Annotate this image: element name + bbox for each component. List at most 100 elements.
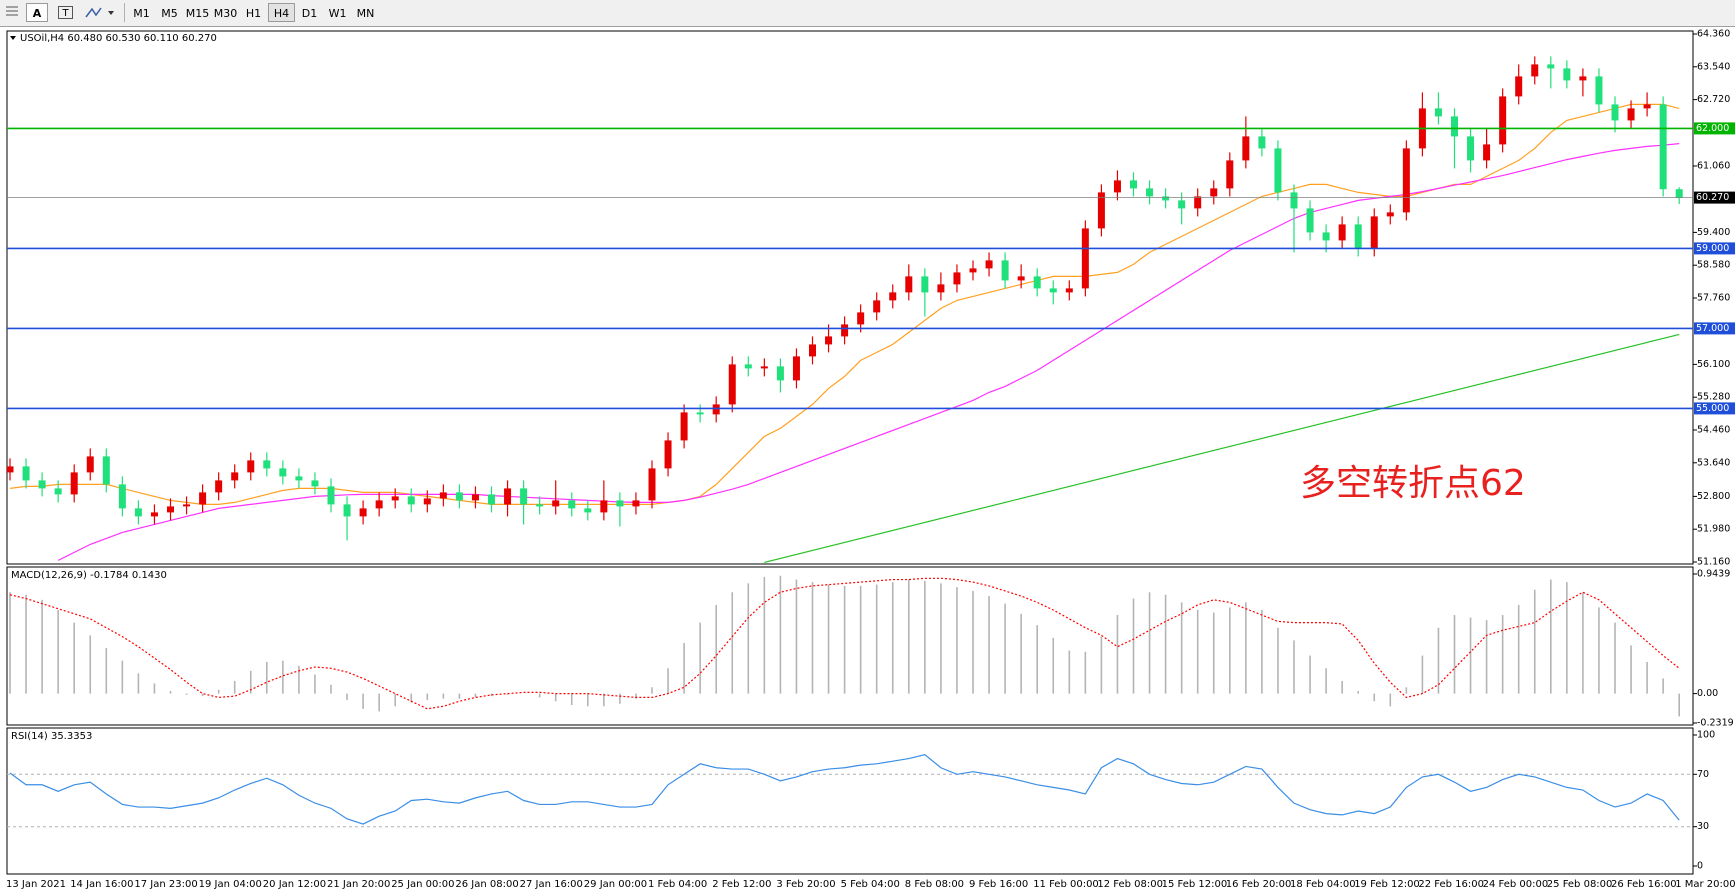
y-tick-label: 51.980 — [1697, 524, 1730, 535]
y-tick-label: 100 — [1697, 730, 1715, 741]
timeframe-button[interactable]: D1 — [301, 7, 318, 20]
y-tick-label: 63.540 — [1697, 61, 1730, 72]
candle-body — [455, 492, 463, 501]
candle-body — [1579, 76, 1587, 81]
candle-body — [167, 506, 174, 513]
timeframe-button[interactable]: M5 — [161, 7, 178, 20]
signal-line — [9, 577, 1680, 710]
current-price-label: 60.270 — [1696, 192, 1729, 203]
candle-body — [680, 412, 688, 441]
candle-body — [1210, 188, 1218, 197]
candle-body — [953, 272, 961, 285]
shapes-tool-button[interactable] — [82, 3, 118, 22]
x-tick-label: 2 Feb 12:00 — [712, 879, 771, 890]
candle-body — [873, 300, 881, 313]
candle-body — [520, 488, 528, 505]
candle-body — [1081, 228, 1089, 289]
chart-title: USOil,H4 60.480 60.530 60.110 60.270 — [20, 33, 217, 44]
candle-body — [1049, 288, 1057, 293]
x-tick-label: 16 Feb 20:00 — [1226, 879, 1292, 890]
annotation: 多空转折点62 — [1300, 463, 1526, 504]
candle-body — [696, 412, 704, 415]
x-tick-label: 18 Feb 04:00 — [1290, 879, 1356, 890]
x-tick-label: 11 Feb 00:00 — [1033, 879, 1099, 890]
candle-body — [311, 480, 319, 487]
level-label-box — [1694, 322, 1735, 335]
candle-body — [279, 468, 287, 477]
candle-body — [488, 494, 495, 505]
x-tick-label: 29 Jan 00:00 — [584, 879, 647, 890]
level-label: 62.000 — [1696, 123, 1729, 134]
candle-body — [1146, 188, 1154, 197]
candle-body — [792, 356, 800, 381]
x-tick-label: 27 Jan 16:00 — [520, 879, 583, 890]
text-tool-button[interactable]: A — [26, 3, 48, 22]
toolbar: A T M1 M5 M15 M30 H1 H4 D1 W1 MN — [0, 0, 1735, 27]
candle-body — [1434, 108, 1442, 117]
candle-body — [343, 504, 351, 517]
candle-body — [102, 456, 110, 485]
candle-body — [841, 324, 849, 337]
grip-icon — [6, 6, 18, 16]
x-tick-label: 14 Jan 16:00 — [70, 879, 133, 890]
candle-body — [295, 476, 303, 481]
candle-body — [22, 466, 30, 481]
candle-body — [54, 488, 62, 495]
y-tick-label: 30 — [1697, 821, 1709, 832]
candle-body — [1627, 108, 1635, 121]
y-tick-label: 59.400 — [1697, 227, 1730, 238]
candle-body — [1595, 76, 1603, 105]
candle-body — [1531, 64, 1539, 77]
timeframe-button[interactable]: M30 — [213, 7, 238, 20]
y-tick-label: 61.060 — [1697, 161, 1730, 172]
y-tick-label: 56.100 — [1697, 359, 1730, 370]
y-tick-label: 54.460 — [1697, 425, 1730, 436]
candle-body — [921, 276, 929, 293]
level-label-box — [1694, 122, 1735, 135]
x-tick-label: 22 Feb 16:00 — [1418, 879, 1484, 890]
candle-body — [712, 404, 720, 415]
x-tick-label: 21 Jan 20:00 — [327, 879, 390, 890]
candle-body — [776, 366, 784, 381]
y-tick-label: -0.2319 — [1697, 718, 1734, 729]
candle-body — [584, 508, 592, 513]
candle-body — [1033, 276, 1041, 289]
candle-body — [263, 460, 271, 469]
candle-body — [407, 496, 415, 505]
y-tick-label: 0.9439 — [1697, 569, 1730, 580]
candle-body — [1113, 180, 1121, 193]
timeframe-button[interactable]: W1 — [328, 7, 347, 20]
x-tick-label: 13 Jan 2021 — [6, 879, 66, 890]
candle-body — [1242, 136, 1250, 161]
candle-body — [1483, 144, 1491, 161]
y-tick-label: 53.640 — [1697, 457, 1730, 468]
y-tick-label: 51.160 — [1697, 557, 1730, 568]
candle-body — [568, 500, 576, 509]
candle-body — [937, 284, 945, 293]
timeframe-button[interactable]: M1 — [133, 7, 150, 20]
candle-body — [536, 504, 544, 507]
timeframe-button[interactable]: H4 — [268, 3, 295, 22]
candle-body — [1370, 216, 1378, 249]
candle-body — [7, 466, 14, 473]
candle-body — [1097, 192, 1105, 229]
plot-area — [7, 753, 1693, 828]
candle-body — [1178, 200, 1186, 209]
x-tick-label: 1 Feb 04:00 — [648, 879, 707, 890]
candle-body — [1611, 104, 1619, 121]
candle-body — [552, 500, 560, 507]
candle-body — [375, 500, 383, 509]
timeframe-button[interactable]: H1 — [245, 7, 262, 20]
x-tick-label: 25 Jan 00:00 — [391, 879, 454, 890]
candle-body — [504, 488, 512, 505]
candle-body — [1386, 212, 1394, 217]
candle-body — [1065, 288, 1073, 293]
y-tick-label: 55.280 — [1697, 392, 1730, 403]
timeframe-button[interactable]: M15 — [185, 7, 210, 20]
label-tool-button[interactable]: T — [55, 3, 77, 22]
plot-area — [7, 56, 1683, 563]
collapse-triangle — [10, 36, 16, 40]
candle-body — [616, 500, 624, 507]
candle-body — [1499, 96, 1507, 145]
timeframe-button[interactable]: MN — [356, 7, 375, 20]
